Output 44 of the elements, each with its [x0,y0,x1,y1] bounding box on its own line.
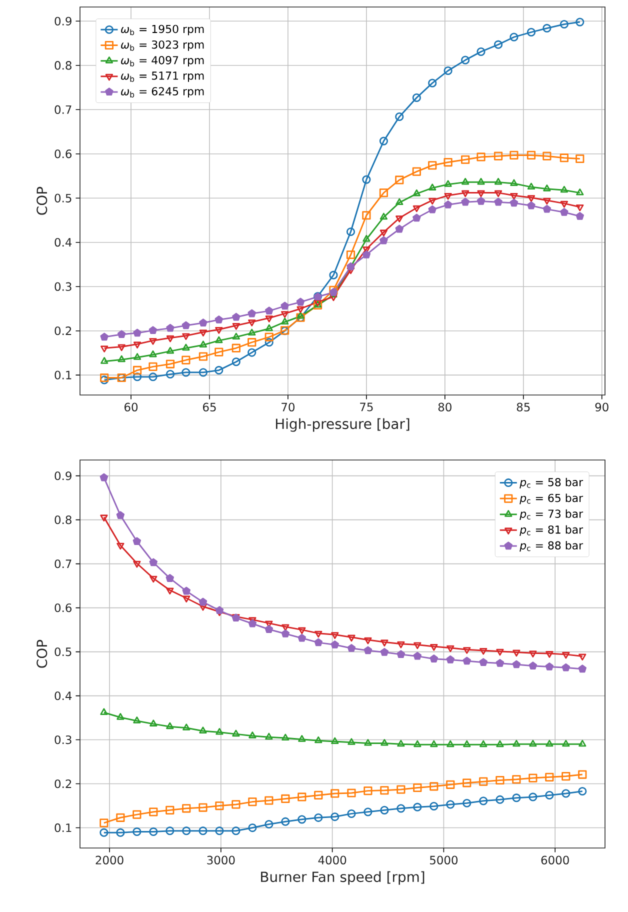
y-tick-label: 0.8 [54,61,72,70]
y-tick-label: 0.6 [54,603,72,612]
y-tick-label: 0.8 [54,515,72,524]
x-tick-label: 3000 [207,856,235,864]
y-tick-label: 0.5 [54,194,72,202]
legend-label: ω$_{b}$ = 1950 rpm [121,24,204,36]
x-tick-label: 70 [282,402,294,412]
y-tick-label: 0.9 [54,16,72,26]
x-axis-title: Burner Fan speed [rpm] [261,871,424,885]
y-tick-label: 0.3 [54,282,72,291]
legend-label: ω$_{b}$ = 5171 rpm [121,72,204,82]
y-tick-label: 0.2 [54,326,72,336]
x-tick-label: 5000 [430,856,458,864]
y-tick-label: 0.4 [54,238,72,247]
x-tick-label: 6000 [541,856,569,864]
x-tick-label: 4000 [318,856,346,864]
y-tick-label: 0.6 [54,150,72,158]
legend-label: p$_{c}$ = 73 bar [520,509,584,520]
legend-label: p$_{c}$ = 81 bar [520,525,584,536]
y-axis-title: COP [36,186,48,215]
y-tick-label: 0.1 [54,823,72,832]
y-axis-title: COP [36,640,48,668]
x-tick-label: 85 [516,402,530,412]
x-tick-label: 2000 [96,856,124,864]
y-tick-label: 0.7 [54,559,72,568]
x-axis-title: High-pressure [bar] [276,418,410,432]
legend-label: ω$_{b}$ = 4097 rpm [121,56,204,66]
y-tick-label: 0.7 [54,105,72,114]
y-tick-label: 0.9 [54,472,72,480]
legend-label: ω$_{b}$ = 3023 rpm [121,40,204,51]
x-tick-label: 90 [595,402,608,412]
legend-label: p$_{c}$ = 58 bar [520,478,584,488]
x-tick-label: 60 [124,402,138,412]
y-tick-label: 0.4 [54,691,72,700]
x-tick-label: 65 [202,402,216,412]
y-tick-label: 0.2 [54,779,72,788]
y-tick-label: 0.3 [54,735,72,744]
x-tick-label: 80 [438,402,452,412]
y-tick-label: 0.5 [54,647,72,656]
legend-label: p$_{c}$ = 65 bar [520,494,584,504]
x-tick-label: 75 [360,402,373,412]
y-tick-label: 0.1 [54,370,72,380]
legend-label: ω$_{b}$ = 6245 rpm [121,87,204,98]
legend-label: p$_{c}$ = 88 bar [520,541,584,552]
